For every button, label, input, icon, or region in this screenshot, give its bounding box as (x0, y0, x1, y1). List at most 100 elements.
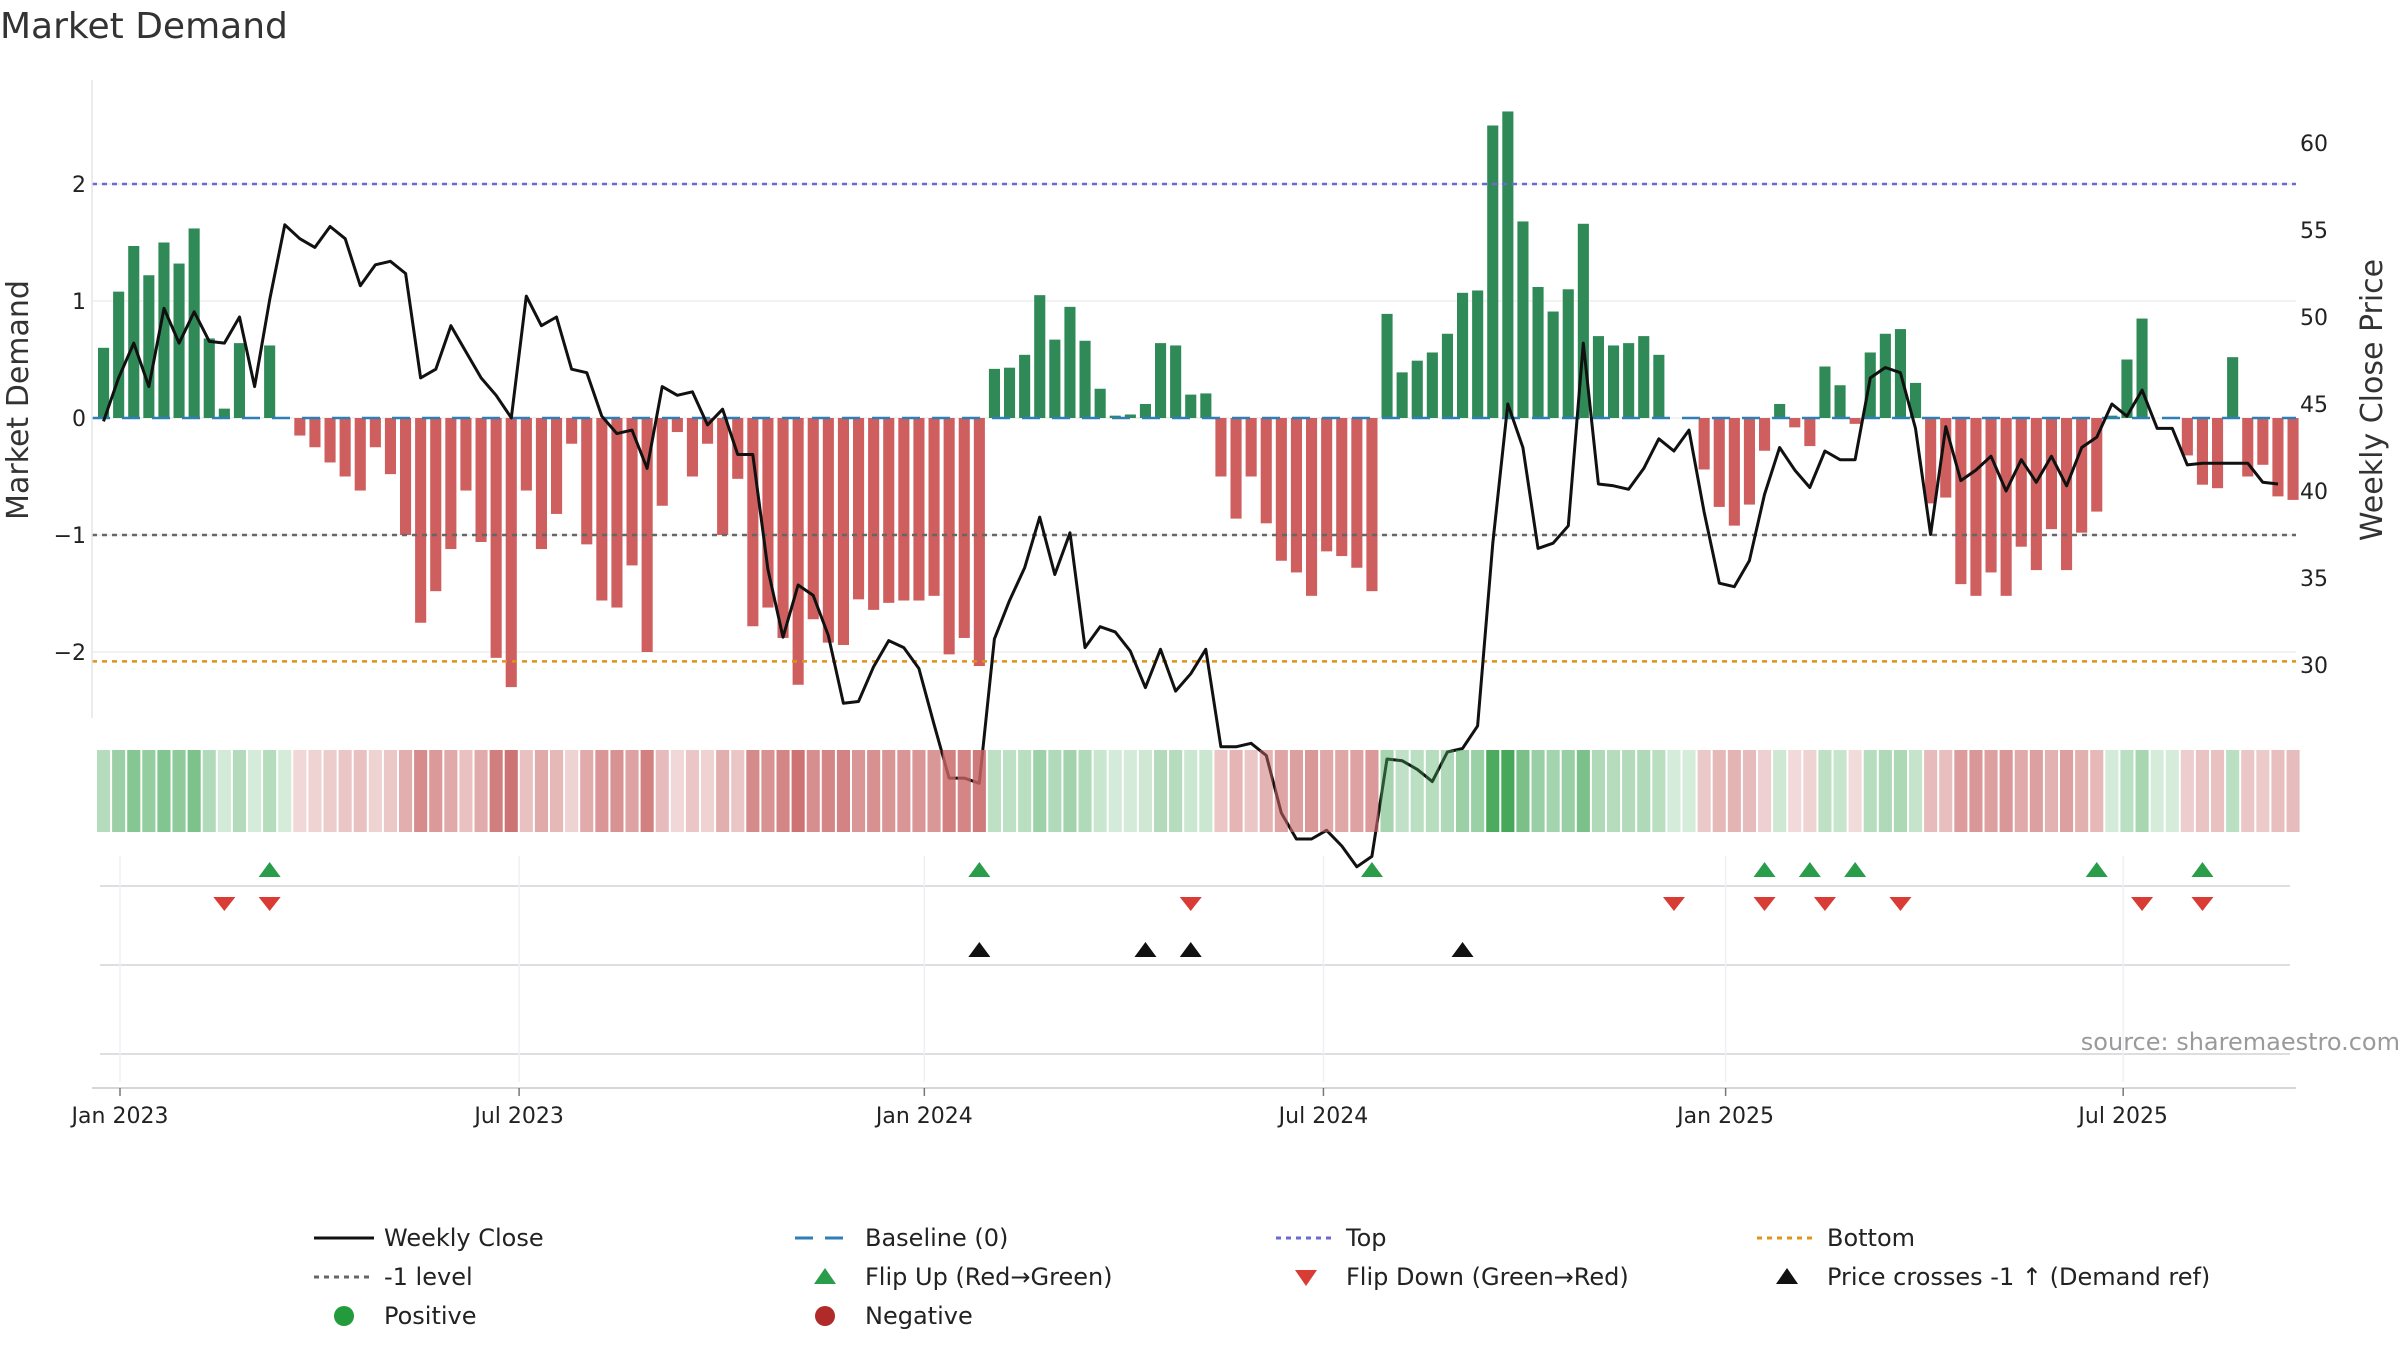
heat-cell (2195, 750, 2209, 832)
heat-cell (1244, 750, 1258, 832)
demand-bar (2015, 418, 2027, 547)
source-note: source: sharemaestro.com (2081, 1028, 2400, 1056)
demand-bar (490, 418, 502, 658)
left-tick-label-3: −1 (54, 524, 86, 549)
demand-bar (475, 418, 487, 543)
demand-bar (1728, 418, 1740, 526)
flip-up-marker (1360, 862, 1383, 877)
heat-cell (701, 750, 715, 832)
heat-cell (2029, 750, 2043, 832)
heat-cell (1516, 750, 1530, 832)
demand-bar (1759, 418, 1771, 451)
legend-item-weekly-close: Weekly Close (314, 1224, 544, 1252)
price-cross-markers (968, 942, 1474, 957)
demand-bar (792, 418, 804, 685)
heat-cell (1093, 750, 1107, 832)
legend-label: Flip Down (Green→Red) (1346, 1263, 1629, 1291)
vertical-gridlines (119, 856, 2124, 1082)
flip-down-marker (1813, 897, 1836, 911)
left-tick-label-0: 2 (72, 173, 86, 198)
demand-bar (1457, 292, 1469, 418)
heat-cell (1622, 750, 1636, 832)
price-line-group (102, 223, 2279, 869)
heat-cell (2165, 750, 2179, 832)
heat-cell (1652, 750, 1666, 832)
heat-cell (1456, 750, 1470, 832)
demand-bar (1019, 354, 1031, 418)
heat-cell (2075, 750, 2089, 832)
heat-cell (836, 750, 850, 832)
heat-cell (157, 750, 171, 832)
demand-bar (128, 246, 140, 418)
heat-cell (308, 750, 322, 832)
demand-bar (415, 418, 427, 623)
demand-bar (1260, 418, 1272, 524)
legend: Weekly Close Baseline (0) Top Bottom -1 leve… (314, 1224, 2210, 1330)
heat-cell (655, 750, 669, 832)
heat-cell (1607, 750, 1621, 832)
heat-cell (1803, 750, 1817, 832)
demand-bar (1275, 418, 1287, 561)
legend-label: -1 level (384, 1263, 473, 1291)
heat-cell (1229, 750, 1243, 832)
demand-bar (596, 418, 608, 601)
heat-cell (2180, 750, 2194, 832)
flip-up-marker (2085, 862, 2108, 877)
heat-cell (187, 750, 201, 832)
demand-bar (1366, 418, 1378, 592)
legend-item-baseline: Baseline (0) (795, 1224, 1008, 1252)
demand-bar (264, 345, 276, 418)
demand-bar (1004, 367, 1016, 418)
demand-bar (1970, 418, 1982, 596)
heat-cell (1561, 750, 1575, 832)
demand-bar (973, 418, 985, 667)
flip-down-marker (213, 897, 236, 911)
demand-bar (233, 343, 245, 418)
demand-bar (566, 418, 578, 444)
demand-bar (218, 408, 230, 418)
demand-bar (2136, 318, 2148, 418)
demand-bar (732, 418, 744, 479)
x-tick-label-3: Jul 2024 (1277, 1104, 1369, 1129)
heat-cell (1893, 750, 1907, 832)
demand-bar (98, 347, 110, 418)
heat-cell (2241, 750, 2255, 832)
demand-bar (1819, 366, 1831, 418)
heat-cell (217, 750, 231, 832)
right-tick-label-1: 55 (2300, 219, 2328, 244)
demand-bar (1472, 290, 1484, 418)
heat-cell (1954, 750, 1968, 832)
demand-bar (430, 418, 442, 592)
right-axis-ticks: 60 55 50 45 40 35 30 (2300, 132, 2328, 679)
demand-bar (2121, 359, 2133, 418)
heat-cell (232, 750, 246, 832)
demand-bar (1547, 311, 1559, 418)
heat-cell (1108, 750, 1122, 832)
heat-cell (1320, 750, 1334, 832)
legend-item-price-cross: Price crosses -1 ↑ (Demand ref) (1776, 1263, 2210, 1291)
demand-bar (158, 242, 170, 418)
demand-bar (203, 338, 215, 418)
right-axis-label: Weekly Close Price (2355, 259, 2390, 541)
heat-cell (1184, 750, 1198, 832)
x-tick-label-5: Jul 2025 (2076, 1104, 2168, 1129)
time-axis: Jan 2023 Jul 2023 Jan 2024 Jul 2024 Jan 2025… (70, 1087, 2296, 1129)
demand-bar (324, 418, 336, 463)
heat-cell (2286, 750, 2300, 832)
heat-cell (1123, 750, 1137, 832)
demand-bar (309, 418, 321, 448)
heat-cell (640, 750, 654, 832)
right-tick-label-6: 30 (2300, 654, 2328, 679)
demand-bar (626, 418, 638, 566)
legend-swatch (1776, 1268, 1798, 1284)
heat-cell (565, 750, 579, 832)
demand-bar (1034, 295, 1046, 418)
demand-bar (1517, 221, 1529, 418)
demand-bar (1985, 418, 1997, 573)
right-tick-label-5: 35 (2300, 567, 2328, 592)
heat-cell (429, 750, 443, 832)
demand-bar (2030, 418, 2042, 571)
legend-label: Positive (384, 1302, 477, 1330)
heat-cell (1939, 750, 1953, 832)
heat-cell (821, 750, 835, 832)
